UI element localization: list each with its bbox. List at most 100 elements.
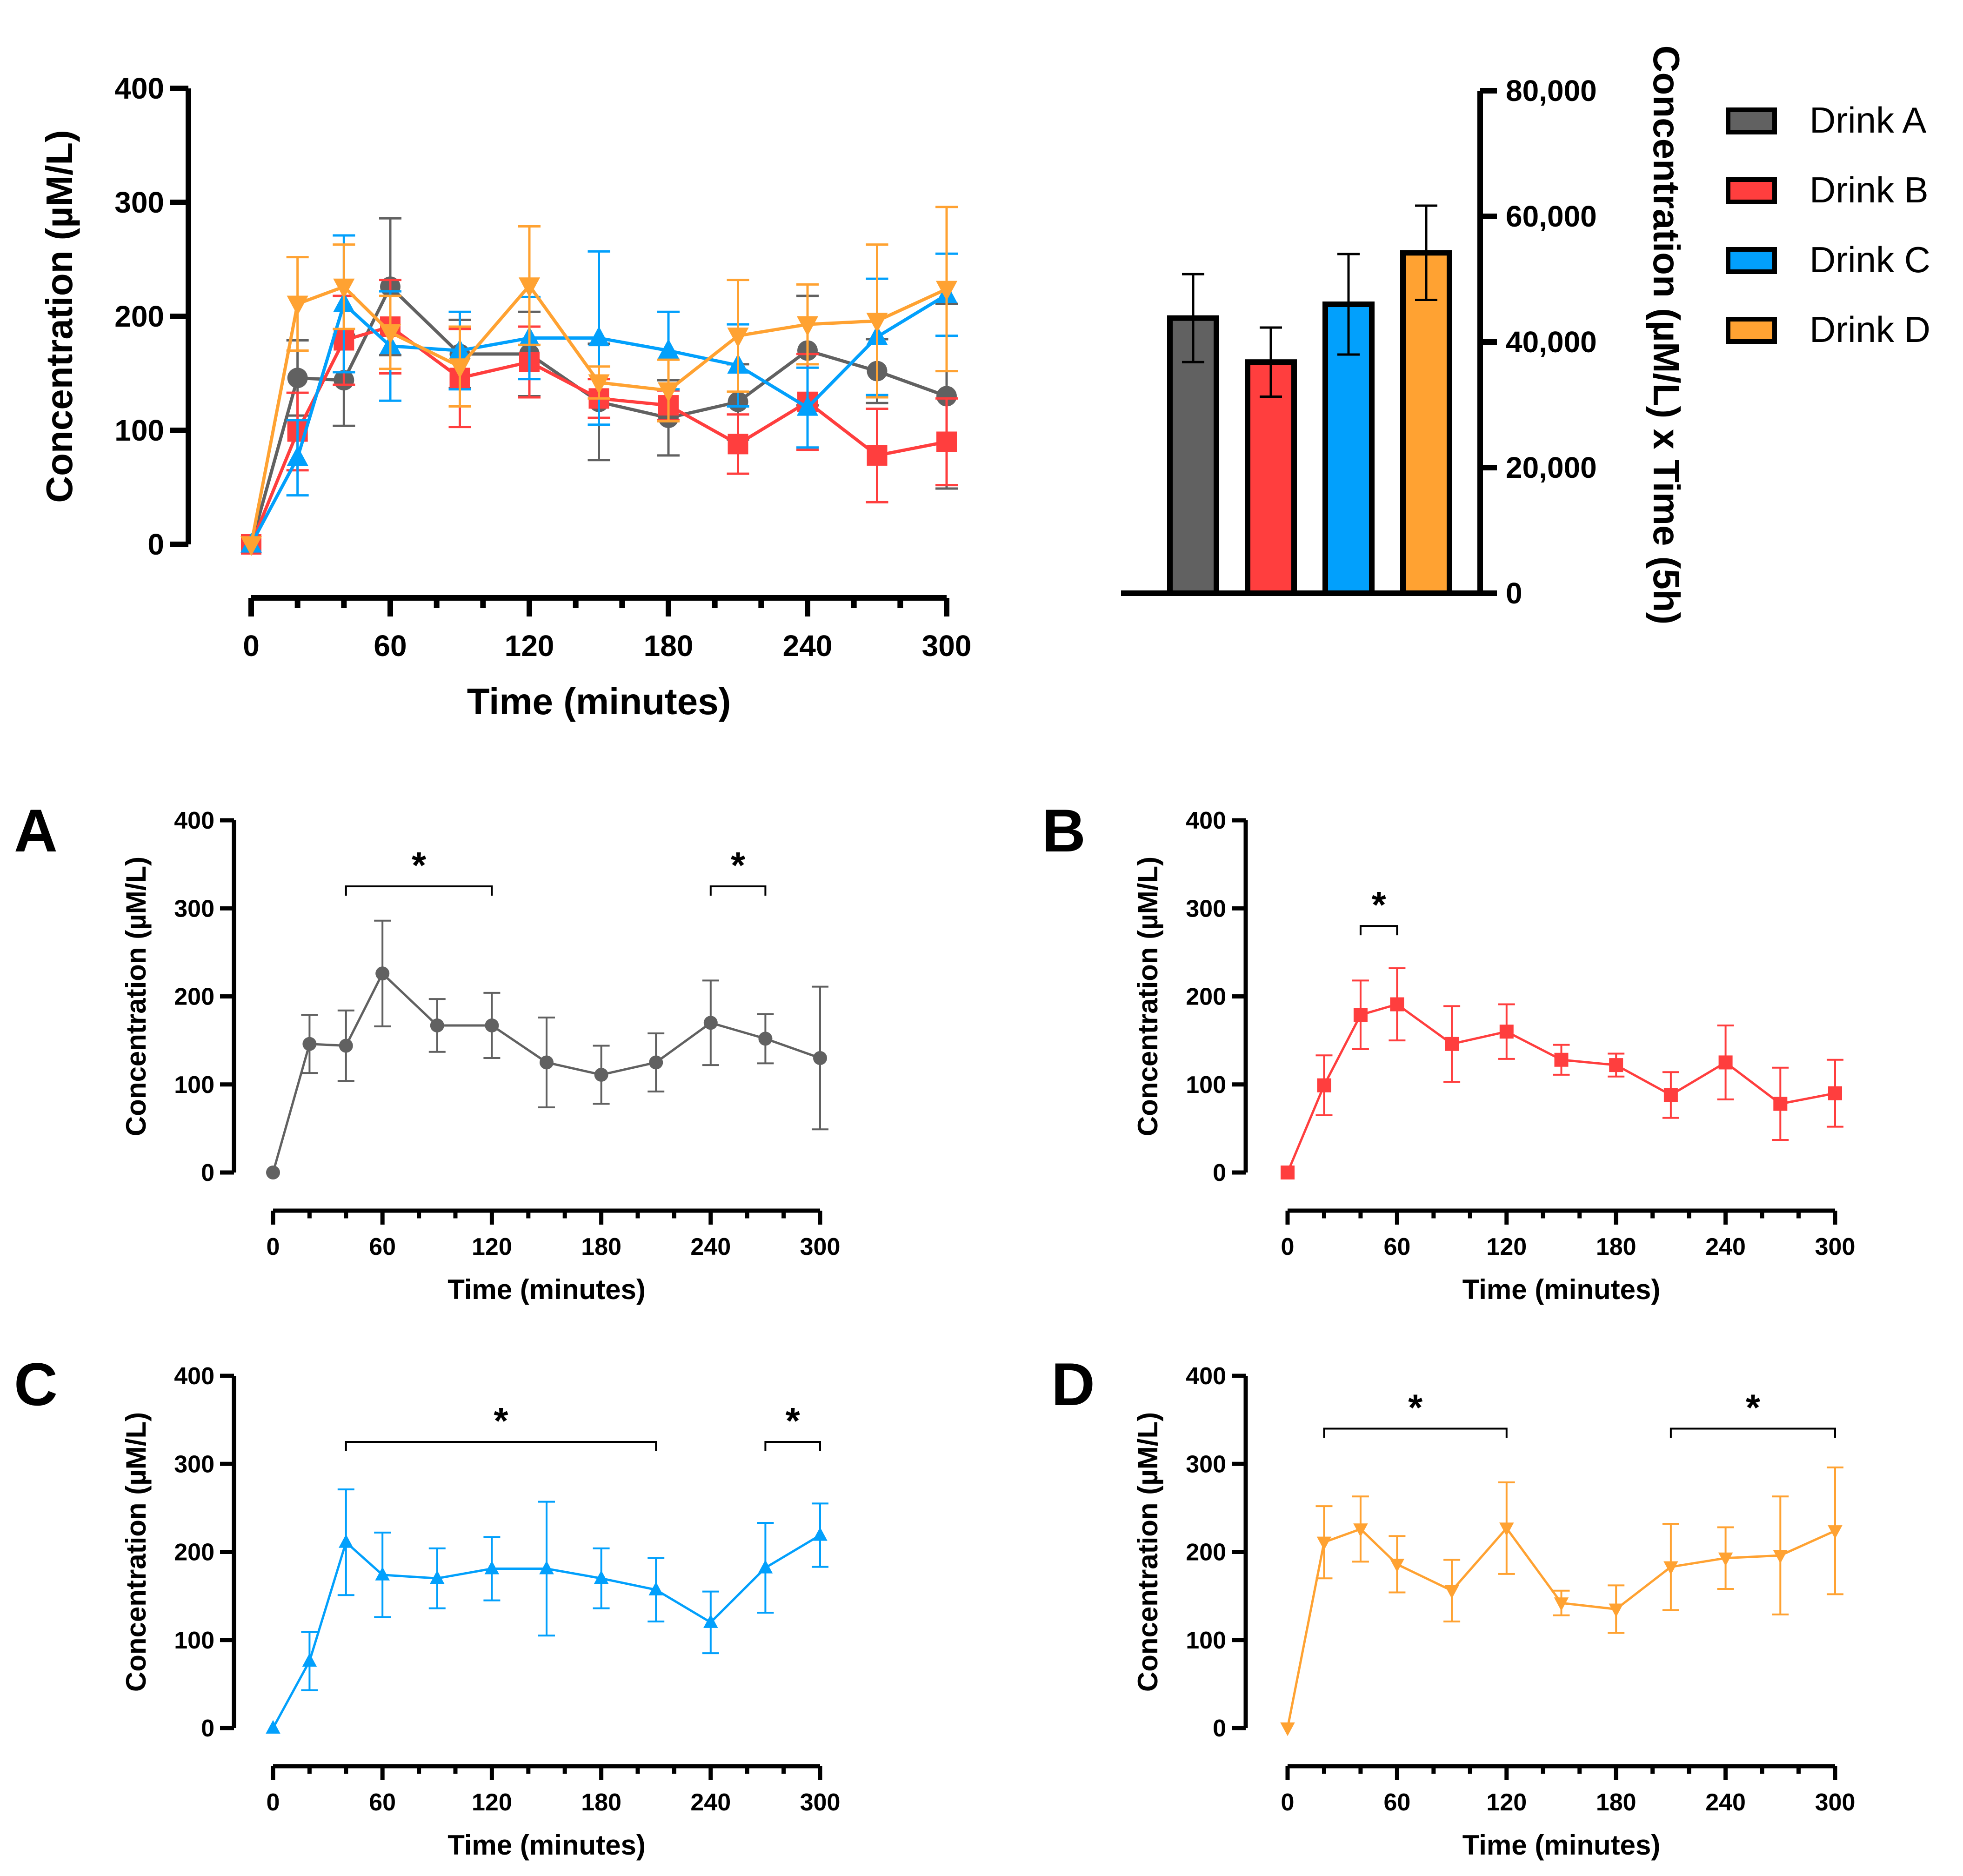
data-point	[1353, 1008, 1368, 1022]
significance-star: *	[412, 844, 427, 886]
data-point	[758, 1560, 773, 1574]
legend-swatch-drink-b	[1726, 177, 1777, 204]
data-point	[449, 358, 471, 379]
data-point	[375, 966, 390, 981]
data-point	[1444, 1585, 1459, 1599]
data-point	[240, 536, 262, 556]
x-axis-title: Time (minutes)	[467, 681, 731, 722]
series-line	[272, 1534, 821, 1729]
series-drink-b	[1281, 967, 1843, 1179]
series-drink-a	[266, 919, 828, 1179]
data-point	[1317, 1078, 1331, 1092]
data-point	[484, 1561, 500, 1574]
x-tick-label: 240	[1705, 1233, 1746, 1260]
series-drink-d	[240, 206, 958, 556]
x-tick-label: 180	[1596, 1789, 1636, 1816]
series-line	[1286, 1527, 1836, 1729]
significance-bracket: *	[1359, 884, 1398, 936]
data-point	[1663, 1088, 1678, 1102]
data-point	[867, 445, 888, 466]
y-axis-title: Concentration (µM/L)	[120, 1412, 152, 1692]
data-point	[1499, 1025, 1514, 1039]
x-tick-label: 120	[1486, 1233, 1527, 1260]
legend-item-drink-d: Drink D	[1726, 309, 1930, 350]
data-point	[333, 278, 355, 299]
data-point	[758, 1032, 773, 1046]
data-point	[588, 374, 610, 395]
bar-group-drink-d	[1400, 204, 1452, 596]
data-point	[796, 316, 819, 336]
data-point	[1773, 1550, 1788, 1564]
y-tick-label: 300	[114, 186, 164, 219]
data-point	[1389, 1558, 1405, 1573]
data-point	[540, 1055, 554, 1070]
bracket-line	[345, 1440, 657, 1451]
y-tick-label: 60,000	[1506, 200, 1597, 233]
data-point	[1353, 1523, 1368, 1537]
y-tick-label: 0	[1213, 1715, 1226, 1742]
x-tick-label: 120	[1486, 1789, 1527, 1816]
data-point	[287, 368, 308, 389]
data-point	[1445, 1037, 1459, 1051]
data-point	[339, 1038, 353, 1053]
bar-group-drink-c	[1322, 253, 1375, 596]
series-drink-d	[1280, 1466, 1843, 1736]
combined-line-chart: 0 100 200 300 400 0 60 120 180 240 300 Time (minute…	[39, 72, 971, 722]
data-point	[935, 281, 958, 301]
data-point	[1663, 1561, 1678, 1575]
y-tick-label: 0	[147, 528, 164, 561]
panel-letter-c: C	[14, 1350, 58, 1418]
bar-group-drink-a	[1167, 273, 1219, 596]
data-point	[287, 446, 308, 466]
significance-bracket: *	[1323, 1387, 1508, 1438]
x-tick-label: 240	[1705, 1789, 1746, 1816]
data-point	[588, 326, 610, 347]
x-tick-label: 0	[1281, 1789, 1295, 1816]
data-point	[375, 1567, 390, 1581]
data-point	[379, 324, 401, 344]
significance-bracket: *	[1669, 1387, 1836, 1438]
data-point	[1390, 997, 1404, 1012]
x-tick-label: 300	[922, 629, 972, 663]
series-drink-c	[266, 1488, 828, 1734]
x-tick-label: 240	[783, 629, 833, 663]
y-tick-label: 200	[174, 1539, 214, 1566]
data-point	[1718, 1552, 1733, 1566]
data-point	[594, 1570, 609, 1584]
data-point	[594, 1067, 608, 1082]
significance-star: *	[731, 844, 746, 886]
legend-label: Drink A	[1809, 100, 1926, 141]
data-point	[866, 313, 888, 333]
x-tick-label: 0	[267, 1789, 280, 1816]
x-tick-label: 120	[505, 629, 554, 663]
x-tick-label: 60	[1383, 1233, 1410, 1260]
significance-bracket: *	[345, 844, 493, 896]
panel-b-line-chart: 0 100 200 300 400 0 60 120 180 240 300 Time (minute…	[1132, 807, 1855, 1305]
data-point	[539, 1561, 554, 1574]
bracket-line	[345, 885, 493, 896]
y-tick-label: 200	[1186, 1539, 1226, 1566]
bar	[1322, 302, 1375, 596]
data-point	[339, 1534, 354, 1548]
legend-swatch-drink-d	[1726, 317, 1777, 344]
data-point	[518, 277, 541, 298]
y-tick-label: 400	[1186, 1363, 1226, 1390]
legend-item-drink-c: Drink C	[1726, 239, 1930, 280]
legend-swatch-drink-a	[1726, 107, 1777, 134]
panel-a-line-chart: 0 100 200 300 400 0 60 120 180 240 300 Time (minute…	[120, 807, 840, 1305]
data-point	[1499, 1522, 1514, 1536]
y-tick-label: 0	[1213, 1159, 1226, 1186]
y-tick-label: 40,000	[1506, 325, 1597, 359]
y-tick-label: 100	[174, 1072, 214, 1099]
data-point	[1828, 1525, 1843, 1539]
significance-star: *	[786, 1400, 801, 1441]
significance-bracket: *	[345, 1400, 657, 1451]
legend-label: Drink C	[1809, 239, 1930, 280]
data-point	[813, 1051, 827, 1065]
data-point	[1609, 1058, 1623, 1072]
data-point	[649, 1055, 663, 1070]
x-tick-label: 300	[1815, 1789, 1856, 1816]
data-point	[1554, 1597, 1569, 1611]
legend-label: Drink D	[1809, 309, 1930, 350]
